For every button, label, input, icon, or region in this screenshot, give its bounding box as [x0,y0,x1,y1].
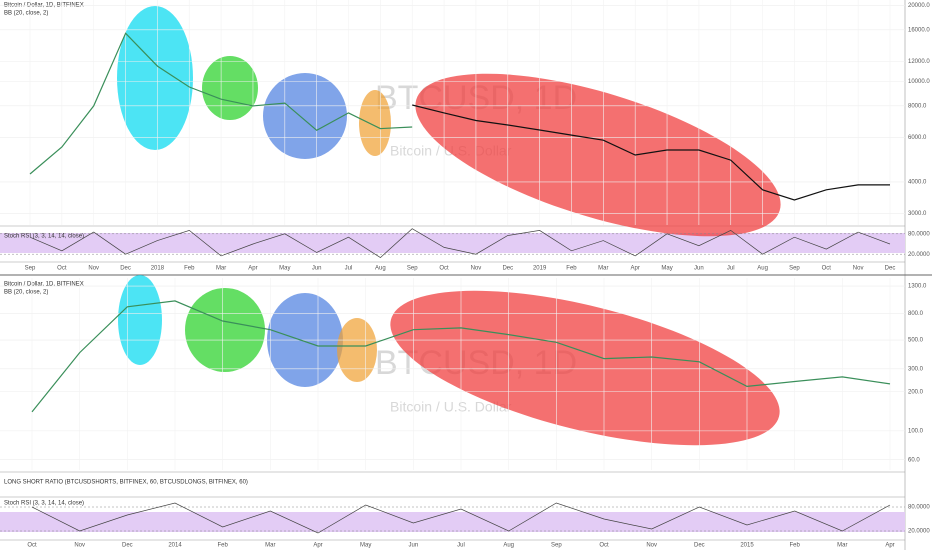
y-tick-label: 500.0 [908,338,924,344]
ellipse [202,56,258,120]
y-tick-label: 3000.0 [908,211,927,217]
price-line [412,104,890,201]
x-tick-label: Apr [631,266,640,272]
x-tick-label: Mar [598,266,608,272]
x-tick-label: Dec [502,266,513,272]
x-tick-label: Aug [375,266,386,272]
x-tick-label: 2014 [168,543,182,549]
x-tick-label: Sep [551,543,562,549]
x-tick-label: Oct [57,266,67,272]
y-tick-label: 6000.0 [908,135,927,141]
x-tick-label: Dec [885,266,896,272]
x-tick-label: 2015 [740,543,754,549]
x-tick-label: Feb [217,543,228,549]
price-line [29,228,891,259]
ellipse [118,275,162,365]
x-tick-label: Oct [27,543,37,549]
x-tick-label: Oct [439,266,449,272]
x-tick-label: Feb [184,266,195,272]
ellipse [359,90,391,156]
x-tick-label: 2018 [151,266,165,272]
indicator-label: Stoch RSI (3, 3, 14, 14, close) [4,501,84,507]
x-tick-label: Dec [122,543,133,549]
y-tick-label: 16000.0 [908,27,930,33]
x-tick-label: May [360,543,371,549]
y-tick-label: 200.0 [908,389,924,395]
highlight-ellipses [117,6,781,446]
x-tick-label: Dec [694,543,705,549]
indicator-label: LONG SHORT RATIO (BTCUSDSHORTS, BITFINEX… [4,480,248,486]
y-tick-label: 8000.0 [908,103,927,109]
price-line [31,300,891,413]
x-tick-label: Mar [837,543,847,549]
x-tick-label: 2019 [533,266,547,272]
y-tick-label: 20.0000 [908,252,930,258]
x-tick-label: Nov [471,266,482,272]
indicator-label: BB (20, close, 2) [4,290,48,296]
ellipse [337,318,377,382]
y-tick-label: 80.0000 [908,505,930,511]
x-tick-label: May [279,266,290,272]
x-tick-label: Aug [503,543,514,549]
ellipse [263,73,347,159]
x-tick-label: Nov [74,543,85,549]
x-tick-label: Mar [265,543,275,549]
chart-title: Bitcoin / Dollar, 1D, BITFINEX [4,282,84,288]
x-tick-label: Feb [789,543,800,549]
price-line [31,502,891,534]
x-tick-label: May [661,266,672,272]
indicator-label: Stoch RSI (3, 3, 14, 14, close) [4,234,84,240]
x-tick-label: Aug [757,266,768,272]
y-tick-label: 300.0 [908,366,924,372]
x-tick-label: Apr [313,543,322,549]
x-tick-label: Feb [566,266,577,272]
y-tick-label: 4000.0 [908,179,927,185]
y-tick-label: 20.0000 [908,529,930,535]
stoch-band [0,512,905,532]
y-tick-label: 1300.0 [908,284,927,290]
y-tick-label: 20000.0 [908,3,930,9]
x-tick-label: Sep [25,266,36,272]
y-tick-label: 800.0 [908,311,924,317]
x-tick-label: Oct [822,266,832,272]
x-tick-label: Oct [599,543,609,549]
y-tick-label: 100.0 [908,428,924,434]
x-tick-label: Jul [345,266,353,272]
y-tick-label: 80.0000 [908,231,930,237]
x-tick-label: Nov [853,266,864,272]
y-tick-label: 12000.0 [908,59,930,65]
ellipse [390,290,780,446]
ellipse [415,73,781,237]
x-tick-label: Nov [646,543,657,549]
x-tick-label: Apr [248,266,257,272]
y-tick-label: 10000.0 [908,79,930,85]
price-line [29,32,413,175]
x-tick-label: Jun [312,266,322,272]
x-tick-label: Nov [88,266,99,272]
ellipse [185,288,265,372]
watermark-sub: Bitcoin / U.S. Dollar [390,399,512,415]
x-tick-label: Mar [216,266,226,272]
x-tick-label: Apr [885,543,894,549]
x-tick-label: Jun [408,543,418,549]
indicator-label: BB (20, close, 2) [4,11,48,17]
x-tick-label: Jul [457,543,465,549]
y-tick-label: 60.0 [908,457,920,463]
x-tick-label: Sep [407,266,418,272]
x-tick-label: Dec [120,266,131,272]
x-tick-label: Sep [789,266,800,272]
ellipse [117,6,193,150]
x-tick-label: Jul [727,266,735,272]
x-tick-label: Jun [694,266,704,272]
